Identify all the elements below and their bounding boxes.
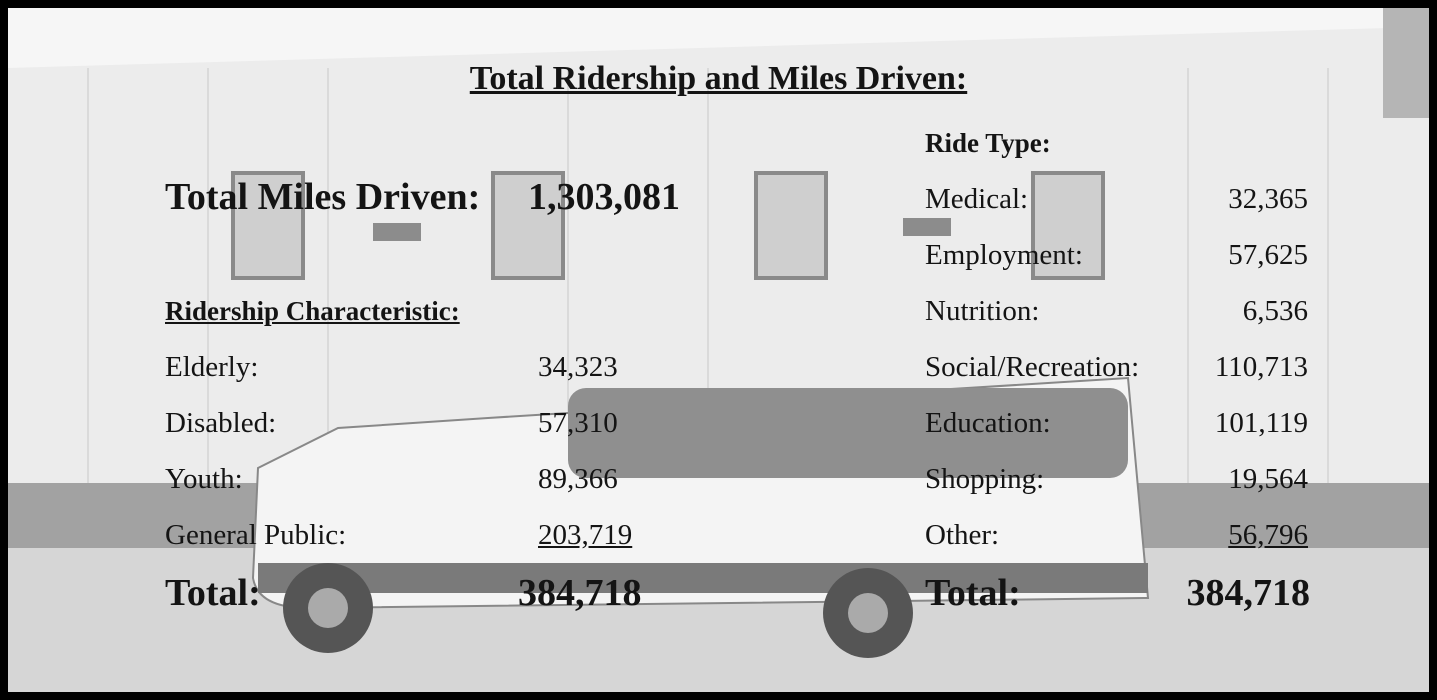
ride-type-label: Social/Recreation: xyxy=(925,353,1139,382)
ridership-value: 57,310 xyxy=(538,409,618,438)
ridership-total-label: Total: xyxy=(165,574,261,612)
ride-type-label: Nutrition: xyxy=(925,297,1039,326)
page: Total Ridership and Miles Driven: Total … xyxy=(0,0,1437,700)
ride-type-heading: Ride Type: xyxy=(925,130,1051,157)
ride-type-value: 101,119 xyxy=(1148,409,1308,438)
ride-type-label: Education: xyxy=(925,409,1051,438)
miles-value: 1,303,081 xyxy=(528,178,680,216)
ride-type-label: Employment: xyxy=(925,241,1083,270)
ridership-label: Elderly: xyxy=(165,353,258,382)
ride-type-value: 19,564 xyxy=(1148,465,1308,494)
title: Total Ridership and Miles Driven: xyxy=(0,62,1437,96)
ride-type-value: 56,796 xyxy=(1148,521,1308,550)
ride-type-label: Other: xyxy=(925,521,999,550)
ride-type-total-value: 384,718 xyxy=(1150,574,1310,612)
miles-label: Total Miles Driven: xyxy=(165,178,480,216)
ridership-label: Disabled: xyxy=(165,409,276,438)
ridership-total-value: 384,718 xyxy=(518,574,642,612)
ridership-value: 34,323 xyxy=(538,353,618,382)
ride-type-label: Medical: xyxy=(925,185,1028,214)
ridership-value: 203,719 xyxy=(538,521,632,550)
ride-type-value: 110,713 xyxy=(1148,353,1308,382)
ridership-label: Youth: xyxy=(165,465,243,494)
ride-type-total-label: Total: xyxy=(925,574,1021,612)
ridership-heading: Ridership Characteristic: xyxy=(165,298,460,325)
ridership-value: 89,366 xyxy=(538,465,618,494)
ride-type-value: 57,625 xyxy=(1148,241,1308,270)
ride-type-value: 6,536 xyxy=(1148,297,1308,326)
ridership-label: General Public: xyxy=(165,521,346,550)
ride-type-label: Shopping: xyxy=(925,465,1044,494)
ride-type-value: 32,365 xyxy=(1148,185,1308,214)
